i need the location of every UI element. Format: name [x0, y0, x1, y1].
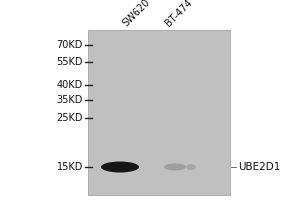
Ellipse shape: [186, 164, 196, 170]
Text: 70KD: 70KD: [57, 40, 83, 50]
Text: 35KD: 35KD: [57, 95, 83, 105]
Text: 40KD: 40KD: [57, 80, 83, 90]
Text: UBE2D1: UBE2D1: [238, 162, 280, 172]
Text: BT-474: BT-474: [163, 0, 194, 28]
Ellipse shape: [164, 164, 186, 170]
Ellipse shape: [101, 162, 139, 172]
Bar: [88, 30, 230, 195]
Text: 25KD: 25KD: [56, 113, 83, 123]
Text: 15KD: 15KD: [57, 162, 83, 172]
Text: SW620: SW620: [121, 0, 152, 28]
Text: 55KD: 55KD: [56, 57, 83, 67]
